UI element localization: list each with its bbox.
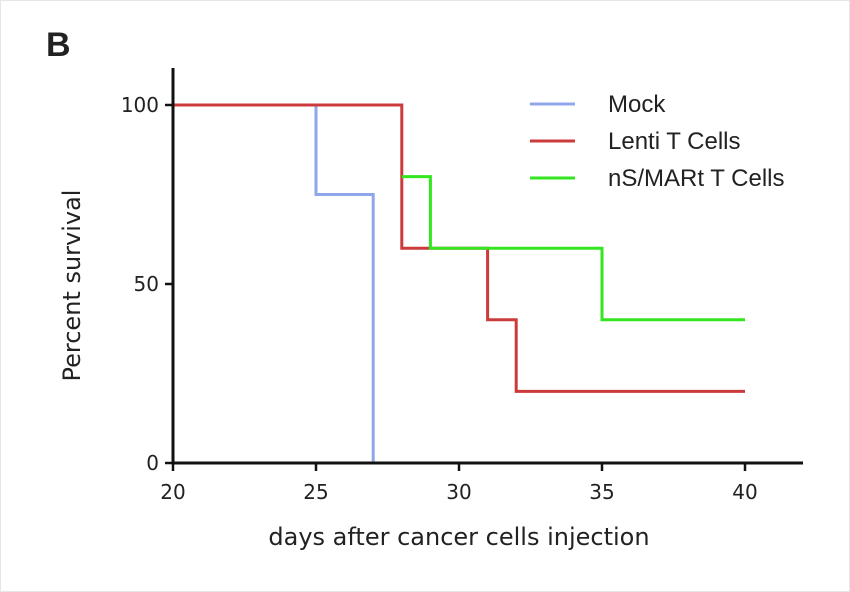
x-tick-label-35: 35 xyxy=(589,480,614,504)
x-tick-label-40: 40 xyxy=(732,480,757,504)
panel-label: B xyxy=(46,26,71,64)
x-tick-label-20: 20 xyxy=(160,480,185,504)
y-tick-label-50: 50 xyxy=(134,272,159,296)
series-line-1 xyxy=(173,103,745,393)
x-tick-label-25: 25 xyxy=(303,480,328,504)
legend-label-2: nS/MARt T Cells xyxy=(608,165,785,192)
y-tick-label-100: 100 xyxy=(121,93,159,117)
legend-label-0: Mock xyxy=(608,91,666,118)
legend-label-1: Lenti T Cells xyxy=(608,128,741,155)
series-line-0 xyxy=(173,103,375,463)
series-line-2 xyxy=(401,175,745,322)
legend: Mock Lenti T Cells nS/MARt T Cells xyxy=(530,91,785,192)
x-axis-title: days after cancer cells injection xyxy=(268,523,649,551)
y-axis-title: Percent survival xyxy=(58,190,86,382)
y-tick-label-0: 0 xyxy=(146,451,159,475)
x-tick-label-30: 30 xyxy=(446,480,471,504)
